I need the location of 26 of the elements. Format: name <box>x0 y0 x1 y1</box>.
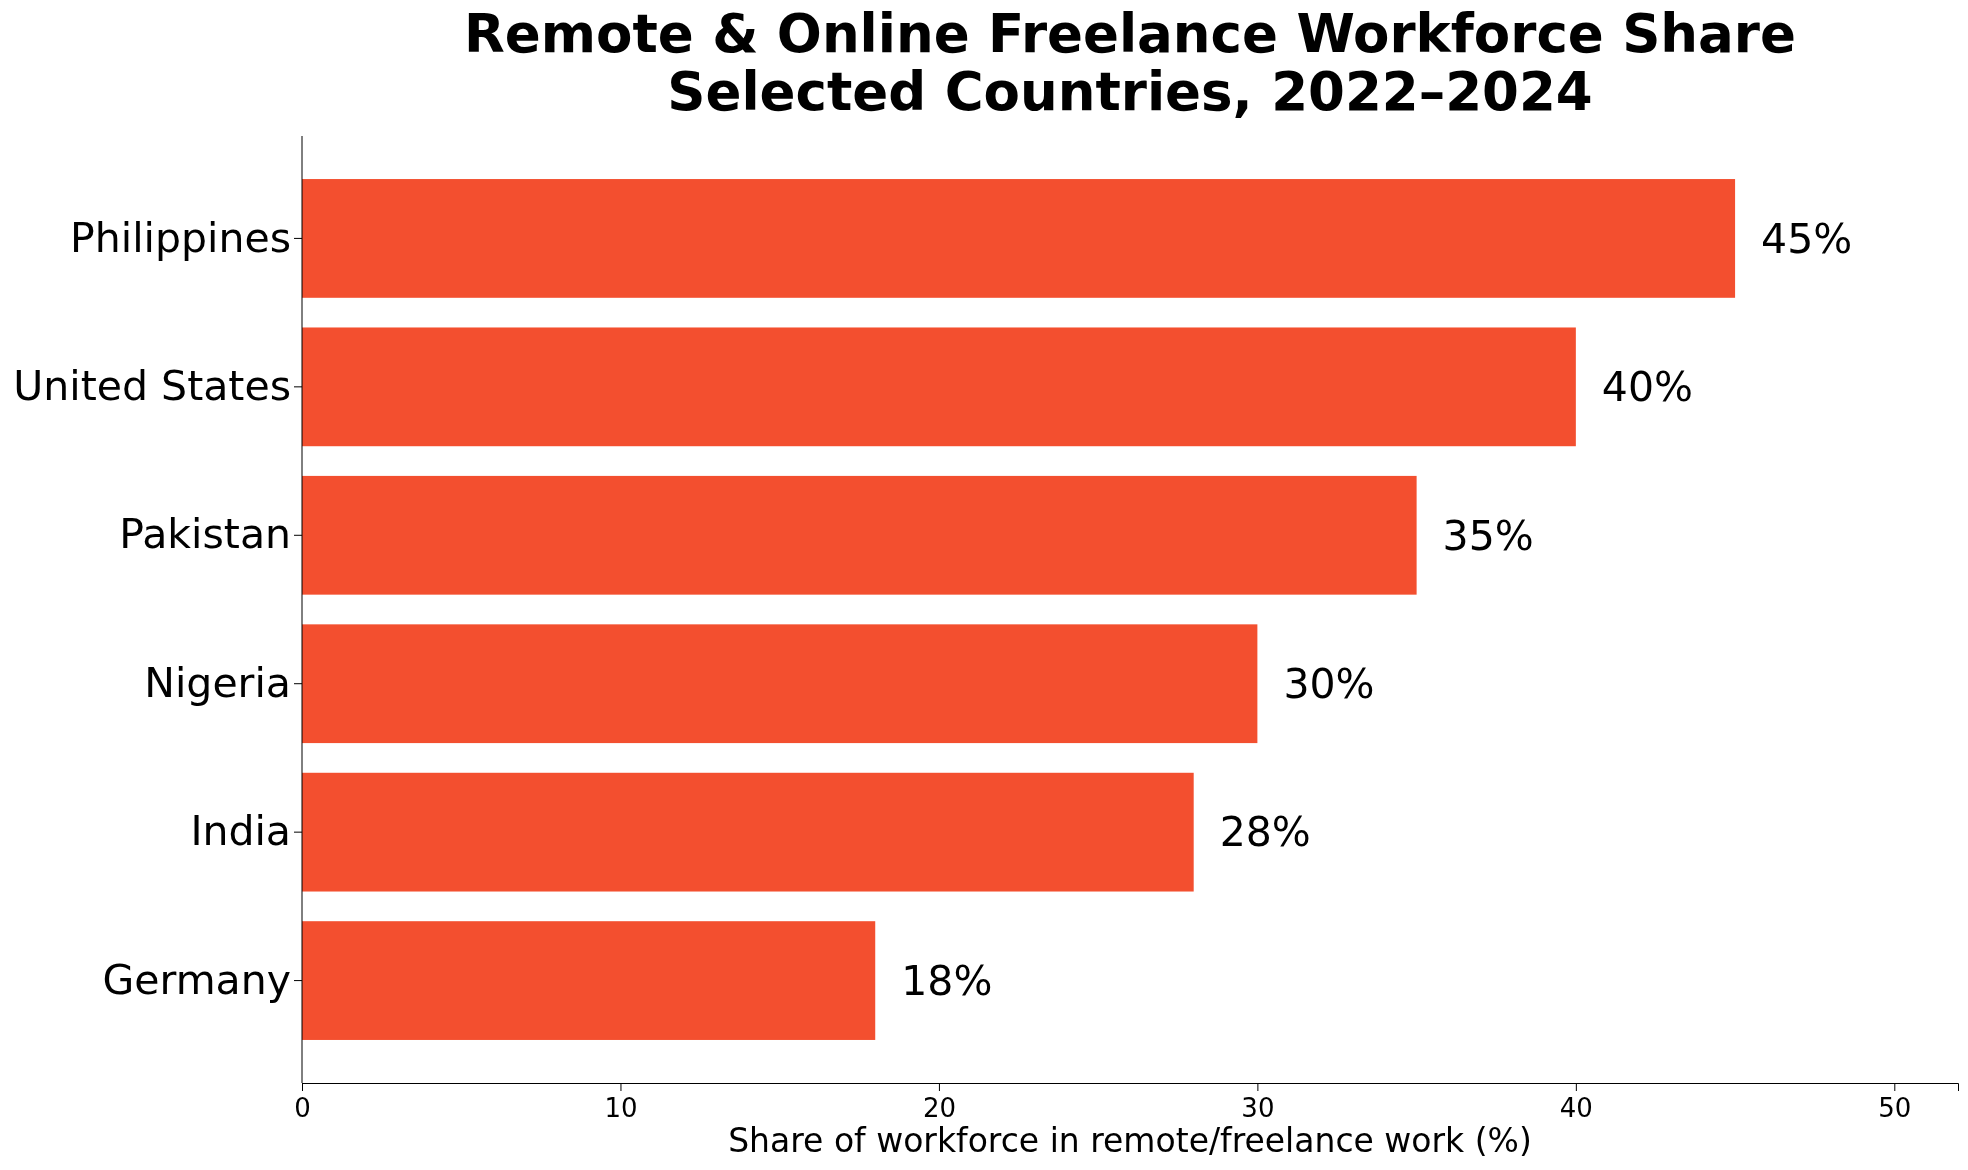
bar <box>302 772 1194 892</box>
data-label: 18% <box>901 956 993 1005</box>
x-tick-label: 10 <box>604 1093 638 1124</box>
data-label: 40% <box>1601 363 1693 412</box>
data-label: 35% <box>1442 511 1534 560</box>
y-tick-label: India <box>190 807 291 856</box>
x-tick-label: 20 <box>922 1093 956 1124</box>
x-tick-label: 30 <box>1241 1093 1275 1124</box>
y-tick-label: Nigeria <box>144 658 291 707</box>
y-tick-label: Germany <box>102 955 291 1004</box>
x-tick-label: 0 <box>294 1093 311 1124</box>
data-label: 30% <box>1283 660 1375 709</box>
y-tick-label: United States <box>13 361 291 410</box>
bar <box>302 475 1417 595</box>
chart-title: Remote & Online Freelance Workforce Share Selected Countries, 2022–2024 <box>464 3 1796 122</box>
data-label: 45% <box>1761 214 1853 263</box>
x-axis-title: Share of workforce in remote/freelance work (%) <box>728 1121 1532 1160</box>
bar <box>302 327 1576 447</box>
data-label: 28% <box>1219 808 1311 857</box>
bar <box>302 179 1736 298</box>
bar <box>302 624 1258 744</box>
x-tick-label: 50 <box>1878 1093 1912 1124</box>
y-tick-label: Philippines <box>70 213 291 262</box>
x-tick-label: 40 <box>1559 1093 1593 1124</box>
bar <box>302 921 876 1040</box>
y-tick-label: Pakistan <box>119 510 291 559</box>
